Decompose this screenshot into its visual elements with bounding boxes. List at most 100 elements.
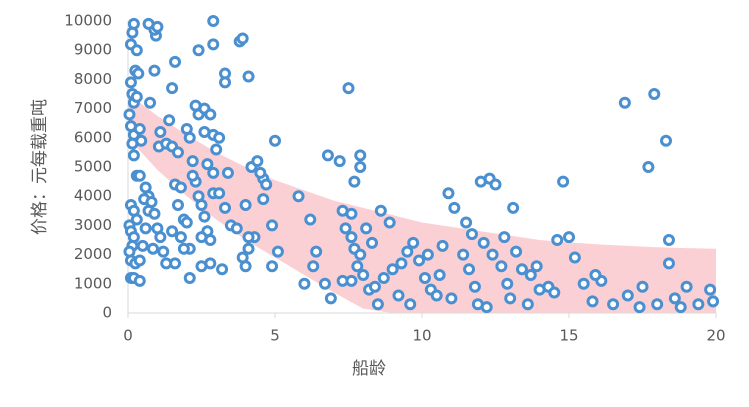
point <box>621 289 634 302</box>
point <box>374 204 387 217</box>
point <box>133 123 146 136</box>
point <box>377 271 390 284</box>
point <box>480 301 493 314</box>
point <box>366 236 379 249</box>
point <box>169 55 182 68</box>
point <box>174 181 187 194</box>
y-axis-label: 价格：元每载重吨 <box>30 99 50 235</box>
point <box>207 15 220 27</box>
y-tick-label: 5000 <box>74 158 112 176</box>
point <box>618 96 631 109</box>
point <box>354 149 367 162</box>
x-tick-label: 10 <box>412 327 431 345</box>
point <box>195 231 208 244</box>
point <box>321 149 334 162</box>
point <box>477 236 490 249</box>
point <box>345 231 358 244</box>
point <box>563 231 575 244</box>
y-tick-label: 6000 <box>74 128 112 146</box>
point <box>342 82 355 95</box>
point <box>269 134 281 147</box>
point <box>216 263 229 276</box>
point <box>371 298 384 311</box>
point <box>132 67 145 80</box>
point <box>260 178 273 191</box>
point <box>351 260 364 273</box>
point <box>401 245 414 258</box>
point <box>210 143 223 156</box>
point <box>204 108 217 121</box>
point <box>204 257 217 270</box>
point <box>662 234 675 246</box>
x-axis-label: 船龄 <box>352 359 386 379</box>
point <box>183 271 196 284</box>
point <box>704 283 717 296</box>
point <box>392 289 405 302</box>
point <box>133 169 146 182</box>
point <box>266 219 279 232</box>
point <box>489 178 502 191</box>
point <box>123 108 136 121</box>
point <box>166 225 179 238</box>
point <box>318 277 331 290</box>
point <box>130 90 143 103</box>
point <box>192 44 205 57</box>
point <box>271 245 284 258</box>
point <box>127 17 140 30</box>
point <box>636 280 649 293</box>
point <box>242 70 255 83</box>
point <box>660 134 673 147</box>
point <box>418 271 431 284</box>
point <box>171 198 184 211</box>
point <box>504 292 517 305</box>
point <box>430 289 443 302</box>
point <box>144 96 157 109</box>
point <box>213 131 226 144</box>
y-tick-label: 9000 <box>74 41 112 59</box>
point <box>633 301 646 314</box>
point <box>195 198 208 211</box>
point <box>674 301 687 314</box>
point <box>551 234 564 246</box>
point <box>577 277 590 290</box>
point <box>607 298 620 311</box>
point <box>339 222 352 235</box>
point <box>130 213 143 226</box>
point <box>395 257 408 270</box>
point <box>177 242 190 255</box>
point <box>124 76 137 89</box>
point <box>510 245 523 258</box>
point <box>221 166 234 179</box>
y-tick-label: 4000 <box>74 187 112 205</box>
point <box>501 277 514 290</box>
point <box>407 236 420 249</box>
point <box>383 216 396 229</box>
x-tick-label: 20 <box>706 327 725 345</box>
point <box>157 245 170 258</box>
point <box>230 222 243 235</box>
point <box>345 274 358 287</box>
y-tick-label: 7000 <box>74 99 112 117</box>
point <box>148 64 161 77</box>
point <box>219 201 232 214</box>
point <box>354 161 367 173</box>
point <box>219 76 232 89</box>
point <box>680 280 693 293</box>
point <box>648 88 661 100</box>
point <box>557 175 570 188</box>
point <box>242 231 255 244</box>
point <box>186 169 199 182</box>
point <box>236 32 249 45</box>
x-tick-label: 15 <box>559 327 578 345</box>
y-tick-label: 10000 <box>64 12 112 30</box>
point <box>171 146 184 159</box>
point <box>207 166 220 179</box>
point <box>707 295 720 308</box>
point <box>668 292 681 305</box>
point <box>136 239 149 252</box>
point <box>310 245 323 258</box>
point <box>348 175 361 188</box>
point <box>133 254 146 267</box>
